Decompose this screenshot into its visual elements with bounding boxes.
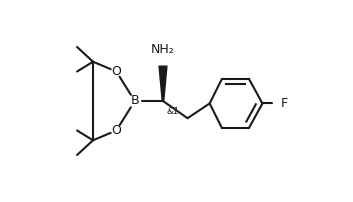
Text: F: F — [281, 97, 288, 110]
Text: &1: &1 — [167, 107, 179, 116]
Text: B: B — [131, 95, 139, 107]
Polygon shape — [159, 66, 167, 101]
Text: O: O — [112, 65, 121, 78]
Text: O: O — [112, 124, 121, 137]
Text: NH₂: NH₂ — [151, 43, 175, 56]
